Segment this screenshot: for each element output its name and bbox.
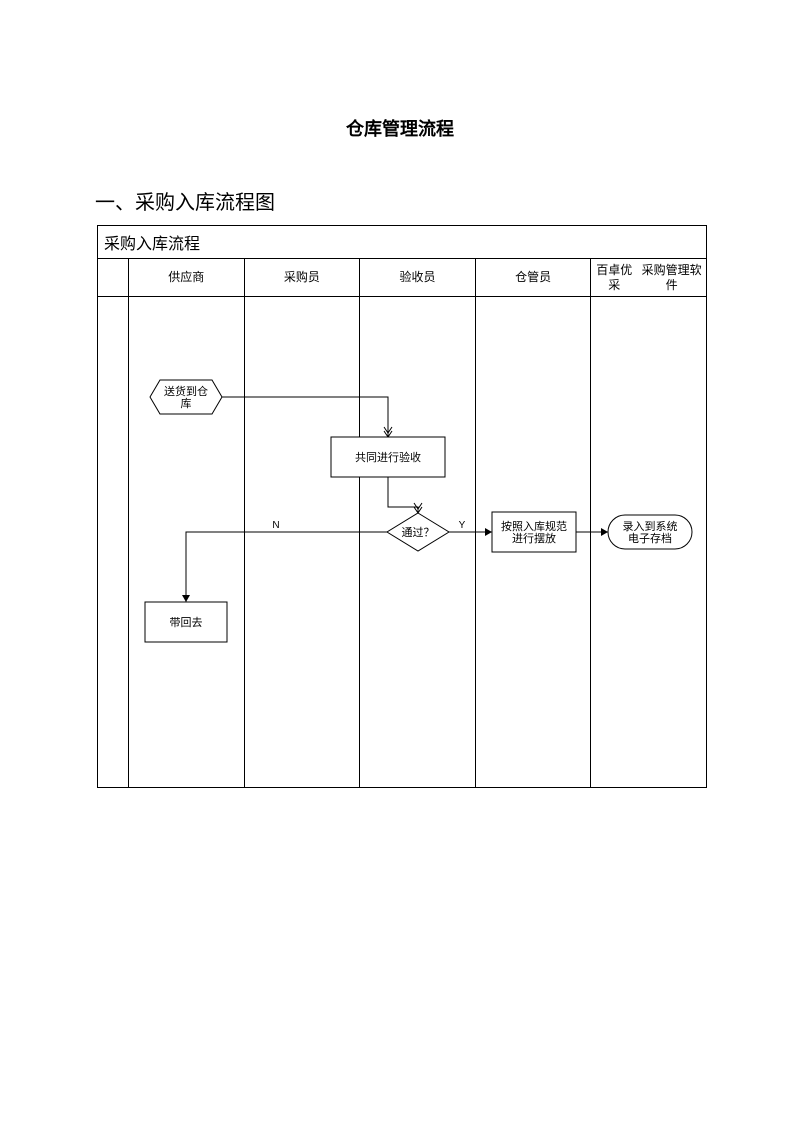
document-title: 仓库管理流程	[0, 0, 800, 141]
svg-text:Y: Y	[459, 520, 466, 531]
lane-head-2: 验收员	[359, 259, 475, 296]
flowchart-svg: N Y 送货到仓库共同进行验收通过？ 带回去 按照入库规范进行摆放 录入到系统电子存档	[98, 297, 706, 787]
panel-title: 采购入库流程	[98, 226, 706, 259]
svg-text:库: 库	[181, 397, 192, 410]
section-number: 一、	[95, 192, 135, 214]
svg-text:N: N	[272, 520, 279, 531]
svg-text:送货到仓: 送货到仓	[164, 384, 208, 398]
svg-text:共同进行验收: 共同进行验收	[355, 450, 421, 464]
lane-head-4: 百卓优采采购管理软件	[590, 259, 706, 296]
lane-head-0: 供应商	[128, 259, 244, 296]
swimlane-body: N Y 送货到仓库共同进行验收通过？ 带回去 按照入库规范进行摆放 录入到系统电子存档	[98, 297, 706, 787]
swimlane-header: 供应商 采购员 验收员 仓管员 百卓优采采购管理软件	[98, 259, 706, 297]
lane-head-1: 采购员	[244, 259, 360, 296]
swimlane-diagram: 采购入库流程 供应商 采购员 验收员 仓管员 百卓优采采购管理软件 N Y 送货到仓…	[97, 225, 707, 788]
svg-text:进行摆放: 进行摆放	[512, 531, 556, 545]
header-spacer	[98, 259, 128, 296]
svg-text:通过？: 通过？	[402, 526, 435, 539]
svg-text:电子存档: 电子存档	[628, 531, 672, 545]
svg-text:按照入库规范: 按照入库规范	[501, 519, 567, 533]
section-heading: 一、采购入库流程图	[0, 141, 800, 215]
lane-head-3: 仓管员	[475, 259, 591, 296]
svg-text:录入到系统: 录入到系统	[623, 520, 678, 533]
svg-text:带回去: 带回去	[170, 616, 203, 629]
section-title-text: 采购入库流程图	[135, 192, 275, 214]
